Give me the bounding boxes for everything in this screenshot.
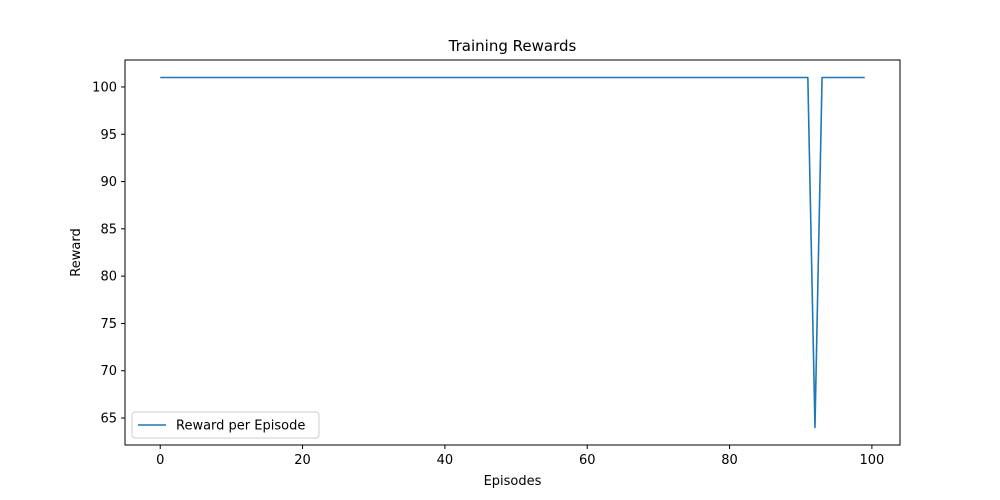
legend-label-reward-per-episode: Reward per Episode bbox=[176, 419, 305, 434]
legend-box bbox=[131, 411, 320, 439]
series-line-0 bbox=[160, 76, 865, 429]
legend: Reward per Episode bbox=[131, 411, 320, 439]
x-tick-label-0: 0 bbox=[156, 453, 164, 468]
y-tick-label-85: 85 bbox=[100, 222, 117, 237]
y-tick-label-90: 90 bbox=[100, 175, 117, 190]
y-tick-label-75: 75 bbox=[100, 317, 117, 332]
plot-frame bbox=[124, 59, 901, 446]
y-axis: 65 70 75 80 85 90 95 100 bbox=[92, 80, 125, 427]
y-tick-label-100: 100 bbox=[92, 80, 117, 95]
y-tick-label-70: 70 bbox=[100, 364, 117, 379]
y-tick-label-65: 65 bbox=[100, 412, 117, 427]
x-axis-label: Episodes bbox=[484, 474, 542, 489]
y-tick-label-80: 80 bbox=[100, 270, 117, 285]
x-tick-label-80: 80 bbox=[721, 453, 738, 468]
x-tick-label-40: 40 bbox=[437, 453, 454, 468]
x-tick-label-60: 60 bbox=[579, 453, 596, 468]
y-axis-label: Reward bbox=[69, 228, 84, 276]
chart-title: Training Rewards bbox=[448, 37, 577, 55]
x-tick-label-20: 20 bbox=[294, 453, 311, 468]
series-layer bbox=[160, 76, 865, 429]
x-axis: 0 20 40 60 80 100 bbox=[156, 445, 884, 468]
x-tick-label-100: 100 bbox=[859, 453, 884, 468]
y-tick-label-95: 95 bbox=[100, 128, 117, 143]
